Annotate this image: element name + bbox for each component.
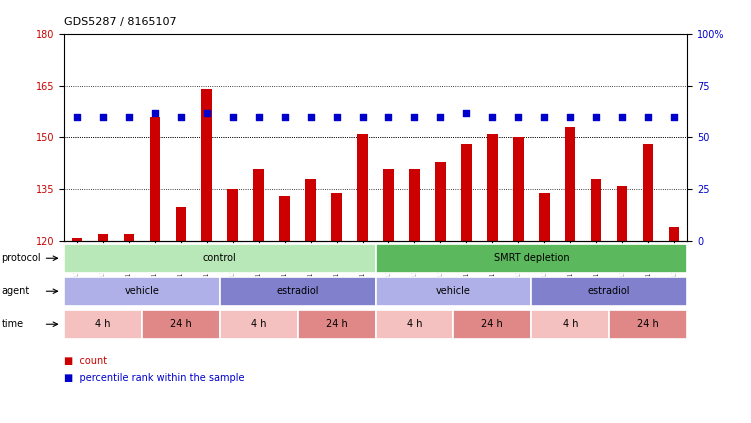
Bar xyxy=(253,169,264,241)
Point xyxy=(330,113,342,120)
Bar xyxy=(297,310,376,339)
Point xyxy=(149,109,161,116)
Text: protocol: protocol xyxy=(2,253,41,263)
Bar xyxy=(532,277,687,306)
Bar xyxy=(306,179,315,241)
Point xyxy=(512,113,524,120)
Text: estradiol: estradiol xyxy=(276,286,319,296)
Bar xyxy=(176,206,186,241)
Text: estradiol: estradiol xyxy=(588,286,631,296)
Bar xyxy=(669,227,680,241)
Bar xyxy=(376,277,532,306)
Bar xyxy=(376,310,454,339)
Text: 4 h: 4 h xyxy=(251,319,267,329)
Bar xyxy=(513,137,523,241)
Bar xyxy=(454,310,532,339)
Text: agent: agent xyxy=(2,286,30,296)
Text: 4 h: 4 h xyxy=(407,319,422,329)
Point xyxy=(434,113,446,120)
Point xyxy=(382,113,394,120)
Point xyxy=(668,113,680,120)
Point xyxy=(227,113,239,120)
Text: 24 h: 24 h xyxy=(481,319,503,329)
Bar xyxy=(64,244,376,273)
Point xyxy=(617,113,629,120)
Point xyxy=(538,113,550,120)
Bar xyxy=(357,134,368,241)
Bar xyxy=(142,310,220,339)
Point xyxy=(175,113,187,120)
Bar xyxy=(617,186,627,241)
Point xyxy=(71,113,83,120)
Bar xyxy=(64,310,142,339)
Text: 4 h: 4 h xyxy=(95,319,110,329)
Bar xyxy=(383,169,394,241)
Point xyxy=(409,113,421,120)
Point xyxy=(279,113,291,120)
Text: 24 h: 24 h xyxy=(170,319,192,329)
Text: 24 h: 24 h xyxy=(638,319,659,329)
Text: vehicle: vehicle xyxy=(436,286,471,296)
Bar xyxy=(149,117,160,241)
Point xyxy=(357,113,369,120)
Bar xyxy=(220,310,297,339)
Bar xyxy=(71,238,82,241)
Bar xyxy=(609,310,687,339)
Bar xyxy=(376,244,687,273)
Bar xyxy=(565,127,575,241)
Bar xyxy=(539,193,550,241)
Bar xyxy=(487,134,498,241)
Text: 24 h: 24 h xyxy=(326,319,348,329)
Point xyxy=(252,113,264,120)
Text: ■  percentile rank within the sample: ■ percentile rank within the sample xyxy=(64,373,244,383)
Bar xyxy=(201,89,212,241)
Bar xyxy=(98,234,108,241)
Bar xyxy=(279,196,290,241)
Point xyxy=(564,113,576,120)
Point xyxy=(642,113,654,120)
Bar xyxy=(532,310,609,339)
Bar xyxy=(331,193,342,241)
Text: control: control xyxy=(203,253,237,263)
Bar xyxy=(591,179,602,241)
Text: ■  count: ■ count xyxy=(64,356,107,366)
Bar xyxy=(461,144,472,241)
Text: vehicle: vehicle xyxy=(125,286,159,296)
Bar xyxy=(643,144,653,241)
Bar xyxy=(436,162,445,241)
Point xyxy=(487,113,499,120)
Text: 4 h: 4 h xyxy=(562,319,578,329)
Text: time: time xyxy=(2,319,23,329)
Text: SMRT depletion: SMRT depletion xyxy=(493,253,569,263)
Point xyxy=(122,113,134,120)
Point xyxy=(460,109,472,116)
Text: GDS5287 / 8165107: GDS5287 / 8165107 xyxy=(64,17,176,27)
Bar xyxy=(124,234,134,241)
Point xyxy=(305,113,317,120)
Point xyxy=(201,109,213,116)
Bar xyxy=(409,169,420,241)
Point xyxy=(590,113,602,120)
Bar xyxy=(228,190,238,241)
Point xyxy=(97,113,109,120)
Bar xyxy=(220,277,376,306)
Bar xyxy=(64,277,220,306)
